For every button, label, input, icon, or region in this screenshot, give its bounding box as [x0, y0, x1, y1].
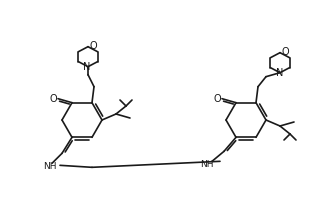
Text: N: N [83, 62, 91, 72]
Text: NH: NH [43, 162, 57, 171]
Text: N: N [276, 68, 284, 78]
Text: O: O [49, 94, 57, 104]
Text: O: O [281, 47, 289, 57]
Text: O: O [213, 94, 221, 104]
Text: O: O [89, 41, 97, 51]
Text: NH: NH [200, 160, 214, 169]
